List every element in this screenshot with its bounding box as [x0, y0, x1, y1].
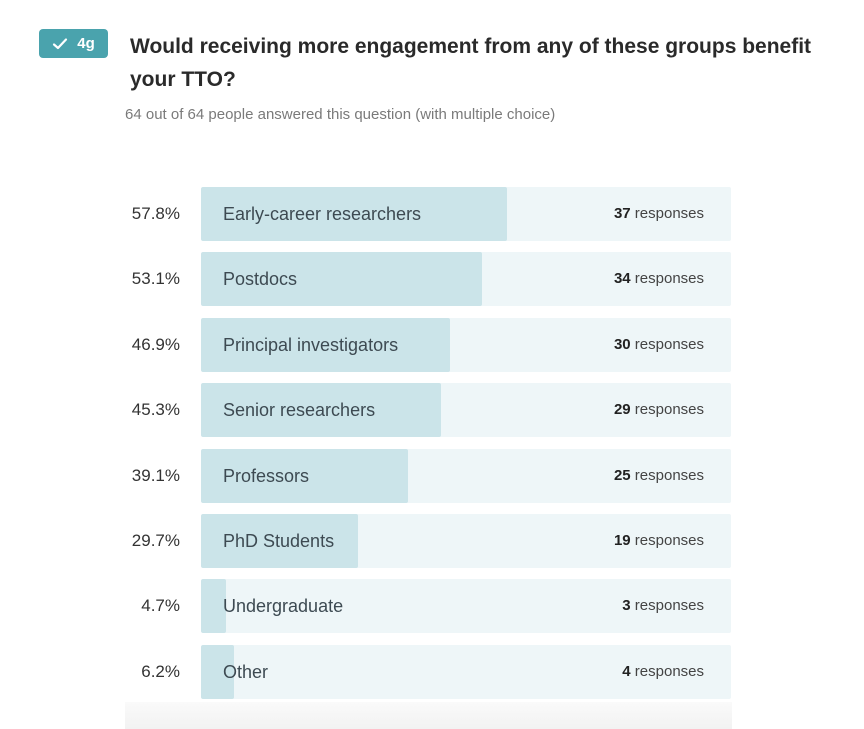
response-count-unit: responses — [630, 205, 704, 222]
bar-track: Undergraduate 3 responses — [201, 579, 731, 633]
bar — [201, 645, 234, 699]
bar — [201, 252, 483, 306]
response-count-unit: responses — [630, 597, 704, 614]
bar-percent-label: 57.8% — [131, 204, 180, 223]
bar-response-count: 37 responses — [614, 187, 704, 241]
bar-response-count: 3 responses — [622, 579, 704, 633]
bar-row: 4.7% Undergraduate 3 responses — [0, 579, 864, 633]
bar-category-label: Early-career researchers — [223, 204, 422, 224]
bar-row: 29.7% PhD Students 19 responses — [0, 514, 864, 568]
response-count-value: 4 — [622, 663, 631, 680]
bar — [201, 187, 508, 241]
bar — [201, 514, 359, 568]
response-count-unit: responses — [630, 401, 704, 418]
bar-response-count: 29 responses — [614, 383, 704, 437]
response-count-value: 37 — [613, 205, 631, 222]
bar-track: Principal investigators 30 responses — [201, 318, 731, 372]
bar-percent-label: 29.7% — [131, 531, 180, 550]
bar-percent-label: 46.9% — [131, 335, 180, 354]
bar-category-label: Professors — [223, 466, 310, 486]
bar-percent-label: 53.1% — [131, 269, 180, 288]
response-count-unit: responses — [630, 270, 704, 287]
response-count-value: 19 — [613, 532, 631, 549]
bar-track: PhD Students 19 responses — [201, 514, 731, 568]
bar-category-label: Other — [223, 662, 269, 682]
bar-track: Other 4 responses — [201, 645, 731, 699]
bar-percent-label: 6.2% — [141, 662, 180, 681]
question-title: Would receiving more engagement from any… — [130, 35, 812, 91]
bar — [201, 318, 450, 372]
question-number: 4g — [77, 35, 95, 52]
bar-category-label: Undergraduate — [223, 596, 344, 616]
bar — [201, 449, 409, 503]
bar-response-count: 25 responses — [614, 449, 704, 503]
bar — [201, 579, 226, 633]
question-number-badge: 4g — [39, 29, 108, 58]
bar-percent-label: 4.7% — [141, 596, 180, 615]
response-count-unit: responses — [630, 532, 704, 549]
bar-track: Senior researchers 29 responses — [201, 383, 731, 437]
answer-count: 64 out of 64 people answered this questi… — [125, 106, 556, 123]
bar-category-label: Postdocs — [223, 269, 298, 289]
response-count-unit: responses — [630, 663, 704, 680]
response-count-value: 30 — [613, 336, 631, 353]
bar-row: 57.8% Early-career researchers 37 response… — [0, 187, 864, 241]
bar-row: 6.2% Other 4 responses — [0, 645, 864, 699]
bar-response-count: 34 responses — [614, 252, 704, 306]
footer-fade — [125, 702, 732, 729]
response-count-unit: responses — [630, 467, 704, 484]
bar-track: Early-career researchers 37 responses — [201, 187, 731, 241]
response-count-value: 34 — [613, 270, 631, 287]
bar-response-count: 4 responses — [622, 645, 704, 699]
bar-row: 39.1% Professors 25 responses — [0, 449, 864, 503]
bar-category-label: PhD Students — [223, 531, 335, 551]
response-count-value: 25 — [613, 467, 631, 484]
bar-row: 53.1% Postdocs 34 responses — [0, 252, 864, 306]
bar-category-label: Principal investigators — [223, 335, 399, 355]
response-count-value: 3 — [622, 597, 631, 614]
bar-row: 46.9% Principal investigators 30 responses — [0, 318, 864, 372]
response-count-unit: responses — [630, 336, 704, 353]
bar — [201, 383, 442, 437]
bar-percent-label: 39.1% — [131, 466, 180, 485]
bar-percent-label: 45.3% — [131, 400, 180, 419]
bar-track: Professors 25 responses — [201, 449, 731, 503]
bar-category-label: Senior researchers — [223, 400, 376, 420]
bar-response-count: 19 responses — [614, 514, 704, 568]
bar-response-count: 30 responses — [614, 318, 704, 372]
bar-row: 45.3% Senior researchers 29 responses — [0, 383, 864, 437]
bar-track: Postdocs 34 responses — [201, 252, 731, 306]
response-count-value: 29 — [613, 401, 631, 418]
check-icon — [52, 37, 68, 51]
